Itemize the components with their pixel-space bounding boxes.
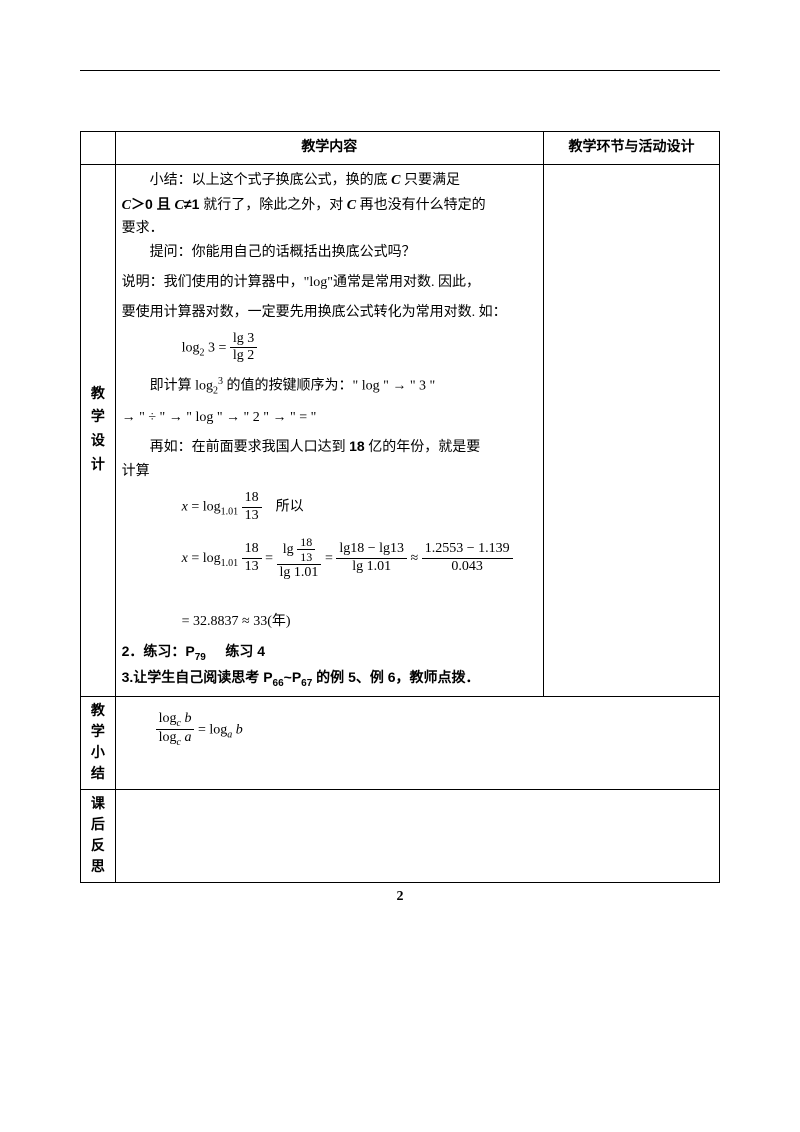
v-char: 计 <box>87 454 109 478</box>
header-row: 教学内容 教学环节与活动设计 <box>81 132 720 165</box>
fraction: logc b logc a <box>156 711 195 750</box>
label-design: 教 学 设 计 <box>81 164 116 696</box>
para: 即计算 log23 的值的按键顺序为：" log " → " 3 " <box>122 373 537 399</box>
formula-log2-3: log2 3 = lg 3 lg 2 <box>182 331 537 366</box>
num: lg 3 <box>230 331 257 349</box>
t: 只要满足 <box>400 173 460 188</box>
formula-x1: x = log1.01 18 13 所以 <box>182 490 537 525</box>
den: lg 1.01 <box>336 559 407 576</box>
row-design: 教 学 设 计 小结：以上这个式子换底公式，换的底 C 只要满足 C＞0 且 C… <box>81 164 720 696</box>
v-char: 设 <box>87 430 109 454</box>
f: 2 <box>200 347 205 358</box>
content-reflect <box>115 789 719 882</box>
v-char: 教 <box>87 701 109 722</box>
para-reading: 3.让学生自己阅读思考 P66~P67 的例 5、例 6，教师点拨． <box>122 666 537 692</box>
t: 再如：在前面要求我国人口达到 <box>150 440 350 455</box>
t: 练习 4 <box>225 643 265 659</box>
fraction: 18 13 <box>242 490 262 525</box>
t: 18 <box>349 438 365 454</box>
fraction: 1.2553 − 1.139 0.043 <box>422 541 513 576</box>
v-char: 小 <box>87 743 109 764</box>
t: 亿的年份，就是要 <box>365 440 481 455</box>
f: = log <box>198 722 227 737</box>
den: 13 <box>242 559 262 576</box>
label-reflect: 课 后 反 思 <box>81 789 116 882</box>
v-char: 反 <box>87 836 109 857</box>
t: ~P <box>284 669 302 685</box>
t: 即计算 <box>150 379 196 394</box>
f: log <box>182 340 200 355</box>
fraction: lg 3 lg 2 <box>230 331 257 366</box>
page: 教学内容 教学环节与活动设计 教 学 设 计 小结：以上这个式子换底公式，换的底… <box>80 0 720 905</box>
den: 0.043 <box>422 559 513 576</box>
t: ＞0 且 <box>131 196 175 212</box>
para-exercise: 2．练习：P79 练习 4 <box>122 640 537 666</box>
header-blank <box>81 132 116 165</box>
v-char: 学 <box>87 406 109 430</box>
t: 3.让学生自己阅读思考 P <box>122 669 273 685</box>
t: 就行了，除此之外，对 <box>203 198 347 213</box>
t: 小结：以上这个式子换底公式，换的底 <box>150 173 392 188</box>
row-reflect: 课 后 反 思 <box>81 789 720 882</box>
row-summary: 教 学 小 结 logc b logc a = loga b <box>81 696 720 789</box>
label-summary: 教 学 小 结 <box>81 696 116 789</box>
activity-design <box>544 164 720 696</box>
v-char: 后 <box>87 815 109 836</box>
den: 13 <box>242 508 262 525</box>
num: 1.2553 − 1.139 <box>422 541 513 559</box>
t: 2．练习：P <box>122 643 195 659</box>
v-char: 学 <box>87 722 109 743</box>
t: 的例 5、例 6，教师点拨． <box>312 669 479 685</box>
para: 要使用计算器对数，一定要先用换底公式转化为常用对数. 如： <box>122 301 537 325</box>
var-c: C <box>347 198 356 213</box>
para: → " ÷ " → " log " → " 2 " → " = " <box>122 406 537 430</box>
den: lg 2 <box>230 348 257 365</box>
page-number: 2 <box>80 889 720 905</box>
var-c: C <box>122 198 131 213</box>
t: 66 <box>273 678 284 689</box>
t: 67 <box>301 678 312 689</box>
f: 1.01 <box>221 506 239 517</box>
header-content: 教学内容 <box>115 132 543 165</box>
formula-x2: x = log1.01 18 13 = lg 1813 lg 1.01 = lg… <box>182 535 537 583</box>
t: 再也没有什么特定的 <box>356 198 486 213</box>
lesson-table: 教学内容 教学环节与活动设计 教 学 设 计 小结：以上这个式子换底公式，换的底… <box>80 131 720 883</box>
num: 18 <box>242 490 262 508</box>
num: logc b <box>156 711 195 731</box>
para: 再如：在前面要求我国人口达到 18 亿的年份，就是要 <box>122 435 537 460</box>
content-design: 小结：以上这个式子换底公式，换的底 C 只要满足 C＞0 且 C≠1 就行了，除… <box>115 164 543 696</box>
t: ≠1 <box>184 196 203 212</box>
fraction: lg 1813 lg 1.01 <box>277 535 322 583</box>
para: 小结：以上这个式子换底公式，换的底 C 只要满足 <box>122 169 537 193</box>
v-char: 结 <box>87 764 109 785</box>
den: lg 1.01 <box>277 565 322 582</box>
d: 13 <box>297 550 315 564</box>
num: 18 <box>242 541 262 559</box>
top-rule <box>80 70 720 71</box>
v-char: 思 <box>87 857 109 878</box>
var-c: C <box>175 198 184 213</box>
header-activity: 教学环节与活动设计 <box>544 132 720 165</box>
num: lg18 − lg13 <box>336 541 407 559</box>
f: 1.01 <box>221 557 239 568</box>
fraction: lg18 − lg13 lg 1.01 <box>336 541 407 576</box>
fraction: 18 13 <box>242 541 262 576</box>
para: 说明：我们使用的计算器中，"log"通常是常用对数. 因此， <box>122 271 537 295</box>
t: 79 <box>195 652 206 663</box>
f: 3 = <box>208 340 226 355</box>
para: 要求． <box>122 217 537 241</box>
f: b <box>232 722 243 737</box>
formula-result: = 32.8837 ≈ 33(年) <box>182 610 537 634</box>
t: 的值的按键顺序为：" log " → " 3 " <box>223 379 435 394</box>
den: logc a <box>156 730 195 749</box>
v-char: 教 <box>87 383 109 407</box>
para: C＞0 且 C≠1 就行了，除此之外，对 C 再也没有什么特定的 <box>122 193 537 218</box>
para: 计算 <box>122 460 537 484</box>
v-char: 课 <box>87 794 109 815</box>
num: lg 1813 <box>277 535 322 566</box>
content-summary: logc b logc a = loga b <box>115 696 719 789</box>
t: 所以 <box>276 500 304 515</box>
para: 提问：你能用自己的话概括出换底公式吗？ <box>122 241 537 265</box>
n: 18 <box>297 535 315 550</box>
